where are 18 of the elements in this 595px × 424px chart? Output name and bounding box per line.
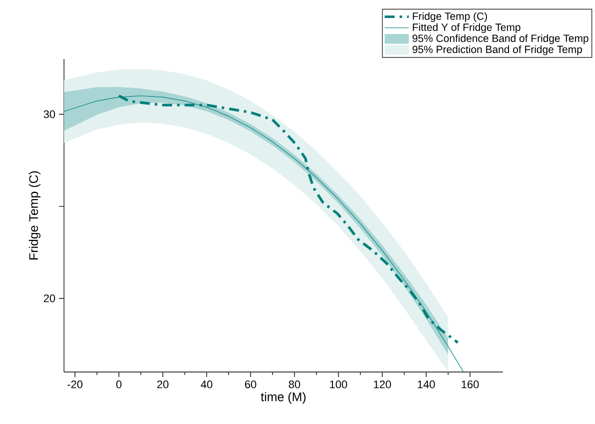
legend-label: Fitted Y of Fridge Temp: [412, 23, 520, 34]
x-tick-label: 160: [462, 380, 479, 388]
line-series: [118, 94, 460, 344]
x-tick-label: 40: [200, 380, 212, 388]
x-axis-title: time (M): [260, 392, 306, 404]
legend-label: 95% Prediction Band of Fridge Temp: [412, 45, 582, 56]
x-tick-label: 100: [330, 380, 348, 388]
y-tick-label: 30: [44, 110, 56, 118]
y-axis-title: Fridge Temp (C): [28, 171, 40, 260]
x-tick-label: -20: [68, 380, 82, 388]
x-tick-label: 80: [288, 380, 300, 388]
x-tick-label: 20: [157, 380, 168, 388]
x-tick-label: 140: [418, 380, 435, 388]
legend-label: Fridge Temp (C): [412, 12, 487, 22]
legend-label: 95% Confidence Band of Fridge Temp: [412, 34, 588, 44]
x-tick-label: 0: [116, 380, 122, 388]
x-tick-label: 60: [245, 380, 256, 388]
x-tick-label: 120: [374, 380, 391, 388]
